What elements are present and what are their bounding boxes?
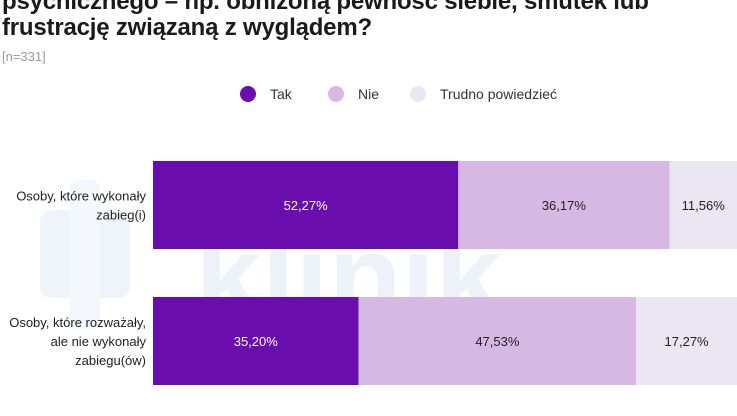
legend-label-nie: Nie <box>358 86 380 102</box>
category-label-2-line-3: zabiegu(ów) <box>75 353 146 368</box>
category-label-2-line-2: ale nie wykonały <box>51 334 147 349</box>
sample-size: [n=331] <box>2 49 46 64</box>
legend-item-trudno: Trudno powiedzieć <box>410 86 557 102</box>
category-label-1-line-2: zabieg(i) <box>96 208 146 223</box>
data-label-tak-1: 52,27% <box>284 198 329 213</box>
legend-label-tak: Tak <box>270 86 292 102</box>
watermark-cross-icon <box>40 180 130 330</box>
data-label-nie-2: 47,53% <box>475 334 520 349</box>
legend-label-trudno: Trudno powiedzieć <box>440 86 557 102</box>
bar-segment-tak-1 <box>153 161 459 249</box>
category-label-2-line-1: Osoby, które rozważały, <box>9 315 146 330</box>
legend-item-nie: Nie <box>328 86 379 102</box>
legend-swatch-nie <box>328 86 344 102</box>
page-title: psychicznego – np. obniżoną pewność sieb… <box>2 0 649 41</box>
bar-segment-trudno-2 <box>636 297 737 385</box>
bar-segment-nie-1 <box>458 161 670 249</box>
data-label-nie-1: 36,17% <box>542 198 587 213</box>
data-label-trudno-1: 11,56% <box>682 198 726 213</box>
bar-segment-tak-2 <box>153 297 359 385</box>
legend-swatch-tak <box>240 86 256 102</box>
category-label-1-line-1: Osoby, które wykonały <box>16 189 146 204</box>
data-label-tak-2: 35,20% <box>234 334 279 349</box>
data-label-trudno-2: 17,27% <box>665 334 710 349</box>
bar-segment-trudno-1 <box>669 161 737 249</box>
legend-swatch-trudno <box>410 86 426 102</box>
legend: Tak Nie Trudno powiedzieć <box>0 86 737 108</box>
bar-segment-nie-2 <box>358 297 637 385</box>
legend-item-tak: Tak <box>240 86 292 102</box>
